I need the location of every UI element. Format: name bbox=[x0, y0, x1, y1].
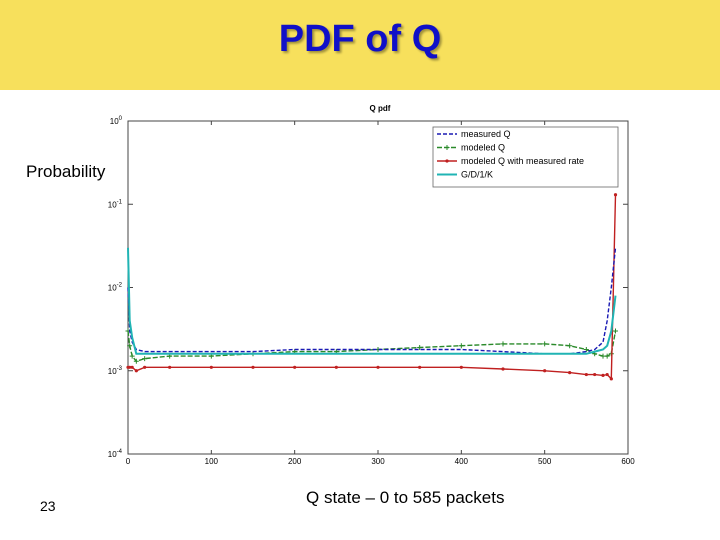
data-point bbox=[417, 345, 423, 351]
x-tick-label: 0 bbox=[126, 457, 131, 466]
series-g-d-1-k bbox=[127, 247, 617, 355]
x-tick-label: 100 bbox=[205, 457, 219, 466]
data-point bbox=[604, 353, 610, 359]
series-measured-q bbox=[127, 247, 617, 355]
x-tick-label: 400 bbox=[455, 457, 469, 466]
data-point bbox=[584, 372, 588, 377]
legend-label: measured Q bbox=[461, 129, 511, 139]
x-tick-label: 500 bbox=[538, 457, 552, 466]
data-point bbox=[609, 377, 613, 381]
data-point bbox=[334, 365, 338, 369]
data-point bbox=[209, 365, 213, 369]
data-point bbox=[128, 365, 132, 369]
x-tick-label: 200 bbox=[288, 457, 302, 466]
x-axis-caption: Q state – 0 to 585 packets bbox=[306, 488, 505, 507]
chart-title: Q pdf bbox=[370, 104, 391, 113]
legend-label: G/D/1/K bbox=[461, 170, 493, 180]
legend-label: modeled Q with measured rate bbox=[461, 156, 584, 166]
legend-box bbox=[432, 126, 619, 188]
data-point bbox=[613, 328, 618, 334]
data-point bbox=[293, 365, 297, 369]
series-modeled-q-with-measured-rate bbox=[126, 193, 618, 381]
data-point bbox=[142, 356, 148, 362]
data-point bbox=[130, 365, 134, 369]
y-tick-label: 10-3 bbox=[108, 366, 123, 376]
data-point bbox=[500, 341, 506, 347]
legend-label: modeled Q bbox=[461, 143, 505, 153]
data-point bbox=[568, 371, 572, 375]
data-point bbox=[459, 365, 463, 369]
data-point bbox=[251, 365, 255, 369]
data-point bbox=[143, 365, 147, 369]
axis-ticks: 0 100 200 300 400 500 600 100 10-1 10-2 10-3 10-4 bbox=[108, 116, 635, 466]
y-tick-label: 10-2 bbox=[108, 283, 123, 293]
legend-marker bbox=[445, 159, 449, 163]
data-point bbox=[418, 365, 422, 369]
legend: measured Q modeled Q modeled Q with measur… bbox=[432, 126, 619, 188]
series-line bbox=[127, 247, 617, 355]
y-tick-label: 10-1 bbox=[108, 199, 123, 209]
data-point bbox=[543, 369, 547, 373]
data-point bbox=[601, 373, 605, 377]
data-point bbox=[133, 358, 139, 364]
y-axis-caption: Probability bbox=[26, 162, 106, 181]
series-line bbox=[127, 330, 617, 363]
data-point bbox=[605, 372, 609, 377]
slide-title: PDF of Q bbox=[278, 18, 442, 60]
data-point bbox=[501, 367, 505, 371]
data-point bbox=[458, 343, 464, 349]
data-point bbox=[583, 346, 589, 352]
y-tick-label: 100 bbox=[110, 116, 123, 126]
y-tick-label: 10-4 bbox=[108, 449, 123, 459]
series-layer bbox=[125, 193, 618, 381]
data-point bbox=[567, 343, 573, 349]
data-point bbox=[613, 193, 618, 197]
data-point bbox=[129, 353, 135, 359]
slide-number: 23 bbox=[40, 498, 56, 514]
data-point bbox=[593, 372, 597, 377]
data-point bbox=[134, 369, 138, 373]
series-line bbox=[128, 194, 617, 381]
x-tick-label: 600 bbox=[621, 457, 635, 466]
data-point bbox=[542, 341, 548, 347]
data-point bbox=[376, 365, 380, 369]
x-tick-label: 300 bbox=[371, 457, 385, 466]
series-line bbox=[127, 247, 617, 355]
series-modeled-q bbox=[125, 328, 618, 364]
legend-marker bbox=[444, 145, 450, 150]
data-point bbox=[168, 365, 172, 369]
data-point bbox=[127, 343, 133, 349]
title-band bbox=[0, 0, 720, 90]
